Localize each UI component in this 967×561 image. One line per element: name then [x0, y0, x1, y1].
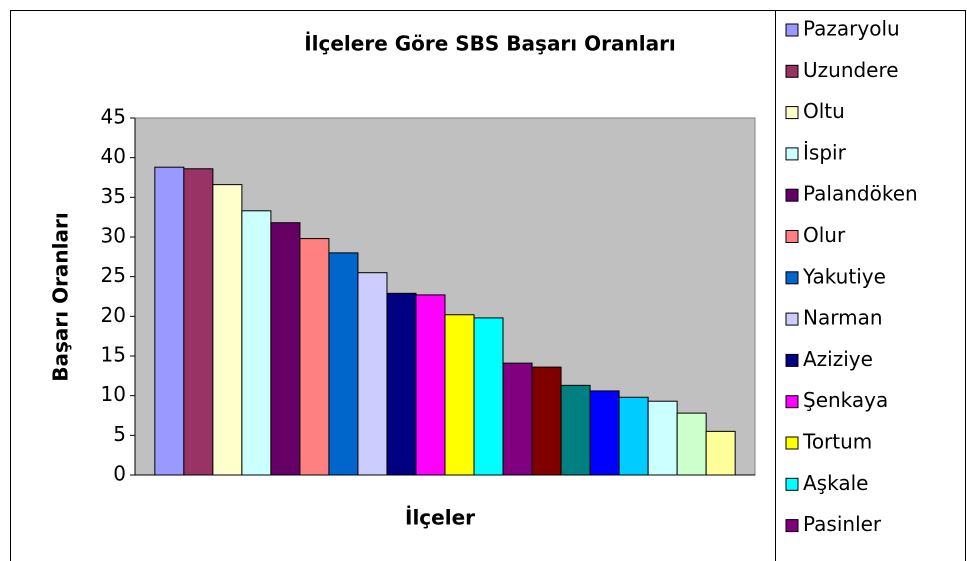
- legend-label: Aşkale: [803, 471, 868, 495]
- legend-label: Aziziye: [803, 347, 873, 371]
- legend-swatch: [785, 64, 799, 78]
- bar: [444, 314, 475, 476]
- legend-label: Pasinler: [803, 512, 882, 536]
- legend-swatch: [785, 106, 799, 120]
- bar: [502, 362, 533, 476]
- bar: [386, 292, 417, 476]
- legend-swatch: [785, 436, 799, 450]
- legend-swatch: [785, 395, 799, 409]
- y-tick-label: 25: [101, 263, 126, 287]
- bar: [270, 222, 301, 476]
- y-tick-label: 10: [101, 382, 126, 406]
- legend-box: [775, 10, 966, 561]
- chart-title: İlçelere Göre SBS Başarı Oranları: [304, 32, 676, 56]
- legend-swatch: [785, 230, 799, 243]
- bar: [618, 396, 649, 476]
- legend-swatch: [785, 312, 799, 326]
- legend-label: Narman: [803, 306, 883, 330]
- bar: [183, 168, 214, 476]
- legend-label: Oltu: [803, 99, 845, 123]
- y-tick-label: 15: [101, 343, 126, 367]
- legend-swatch: [785, 477, 799, 491]
- legend-label: Uzundere: [803, 58, 899, 82]
- legend-swatch: [785, 353, 799, 367]
- y-tick-label: 5: [113, 422, 126, 446]
- y-tick-label: 0: [113, 462, 126, 486]
- bar: [647, 400, 678, 476]
- y-tick-label: 30: [101, 224, 126, 248]
- bar: [560, 384, 591, 476]
- y-tick-label: 35: [101, 184, 126, 208]
- y-tick-label: 45: [101, 105, 126, 129]
- bar: [357, 272, 388, 476]
- bar: [705, 430, 736, 476]
- legend-label: Palandöken: [803, 182, 918, 206]
- bar: [473, 317, 504, 476]
- x-axis-title: İlçeler: [405, 506, 475, 530]
- legend-label: Olur: [803, 223, 846, 247]
- legend-swatch: [785, 271, 799, 285]
- legend-label: Yakutiye: [802, 264, 886, 288]
- legend-label: Şenkaya: [803, 388, 888, 412]
- legend-label: Pazaryolu: [803, 17, 900, 41]
- y-axis-title: Başarı Oranları: [49, 212, 73, 382]
- bar: [154, 166, 185, 476]
- y-tick-label: 20: [101, 303, 126, 327]
- legend-swatch: [785, 23, 799, 37]
- bar: [299, 238, 330, 476]
- legend-label: İspir: [803, 140, 847, 164]
- bar: [589, 390, 620, 476]
- bar: [415, 294, 446, 476]
- legend-swatch: [785, 188, 799, 202]
- bar: [676, 412, 707, 476]
- legend-swatch: [785, 519, 799, 533]
- bar: [212, 184, 243, 476]
- bar: [328, 252, 359, 476]
- y-tick-label: 40: [101, 144, 126, 168]
- legend-swatch: [785, 147, 799, 161]
- legend-label: Tortum: [802, 430, 872, 454]
- bar: [241, 210, 272, 476]
- bar: [531, 366, 562, 476]
